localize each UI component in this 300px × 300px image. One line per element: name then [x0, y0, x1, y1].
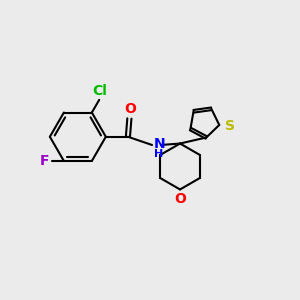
Text: Cl: Cl: [92, 83, 106, 98]
Text: F: F: [40, 154, 50, 168]
Text: S: S: [225, 118, 235, 133]
Text: N: N: [154, 136, 166, 151]
Text: O: O: [174, 192, 186, 206]
Text: O: O: [124, 101, 136, 116]
Text: H: H: [154, 149, 163, 159]
